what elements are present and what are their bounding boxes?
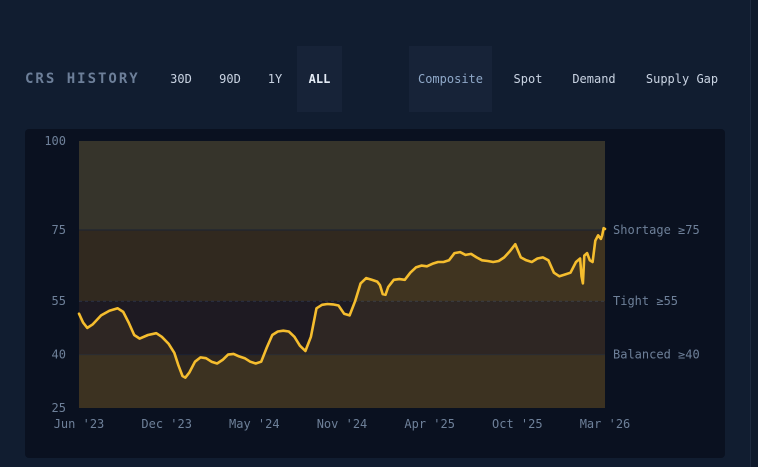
x-tick-label: Mar '26 xyxy=(580,417,631,431)
range-all-button[interactable]: ALL xyxy=(297,46,342,112)
zone-band-3 xyxy=(79,354,605,408)
zone-label: Shortage ≥75 xyxy=(613,223,700,237)
metric-supply-gap-button[interactable]: Supply Gap xyxy=(645,72,719,86)
zone-band-0 xyxy=(79,141,605,230)
y-tick-label: 40 xyxy=(52,348,66,362)
zone-label: Tight ≥55 xyxy=(613,294,678,308)
range-1y-button[interactable]: 1Y xyxy=(267,72,283,86)
y-tick-label: 75 xyxy=(52,223,66,237)
x-tick-label: Jun '23 xyxy=(54,417,105,431)
y-tick-label: 55 xyxy=(52,294,66,308)
range-30d-button[interactable]: 30D xyxy=(170,72,192,86)
metric-spot-button[interactable]: Spot xyxy=(513,72,543,86)
metric-demand-button[interactable]: Demand xyxy=(572,72,616,86)
chart-card: 25 40 55 75 100 Jun '23 Dec '23 May '24 Nov '24 A… xyxy=(25,129,725,458)
range-90d-button[interactable]: 90D xyxy=(219,72,241,86)
x-tick-label: May '24 xyxy=(229,417,280,431)
crs-line-chart: 25 40 55 75 100 Jun '23 Dec '23 May '24 Nov '24 A… xyxy=(44,134,700,431)
metric-composite-button[interactable]: Composite xyxy=(409,46,492,112)
panel-title: CRS HISTORY xyxy=(25,71,140,87)
x-tick-label: Oct '25 xyxy=(492,417,543,431)
series-line xyxy=(77,226,607,379)
y-tick-label: 100 xyxy=(44,134,66,148)
x-tick-label: Dec '23 xyxy=(141,417,192,431)
x-tick-label: Apr '25 xyxy=(404,417,455,431)
zone-label: Balanced ≥40 xyxy=(613,348,700,362)
zone-band-1 xyxy=(79,230,605,302)
x-tick-label: Nov '24 xyxy=(317,417,368,431)
y-tick-label: 25 xyxy=(52,401,66,415)
toolbar: CRS HISTORY 30D 90D 1Y ALL Composite Spo… xyxy=(0,46,750,112)
series-area xyxy=(79,228,605,408)
